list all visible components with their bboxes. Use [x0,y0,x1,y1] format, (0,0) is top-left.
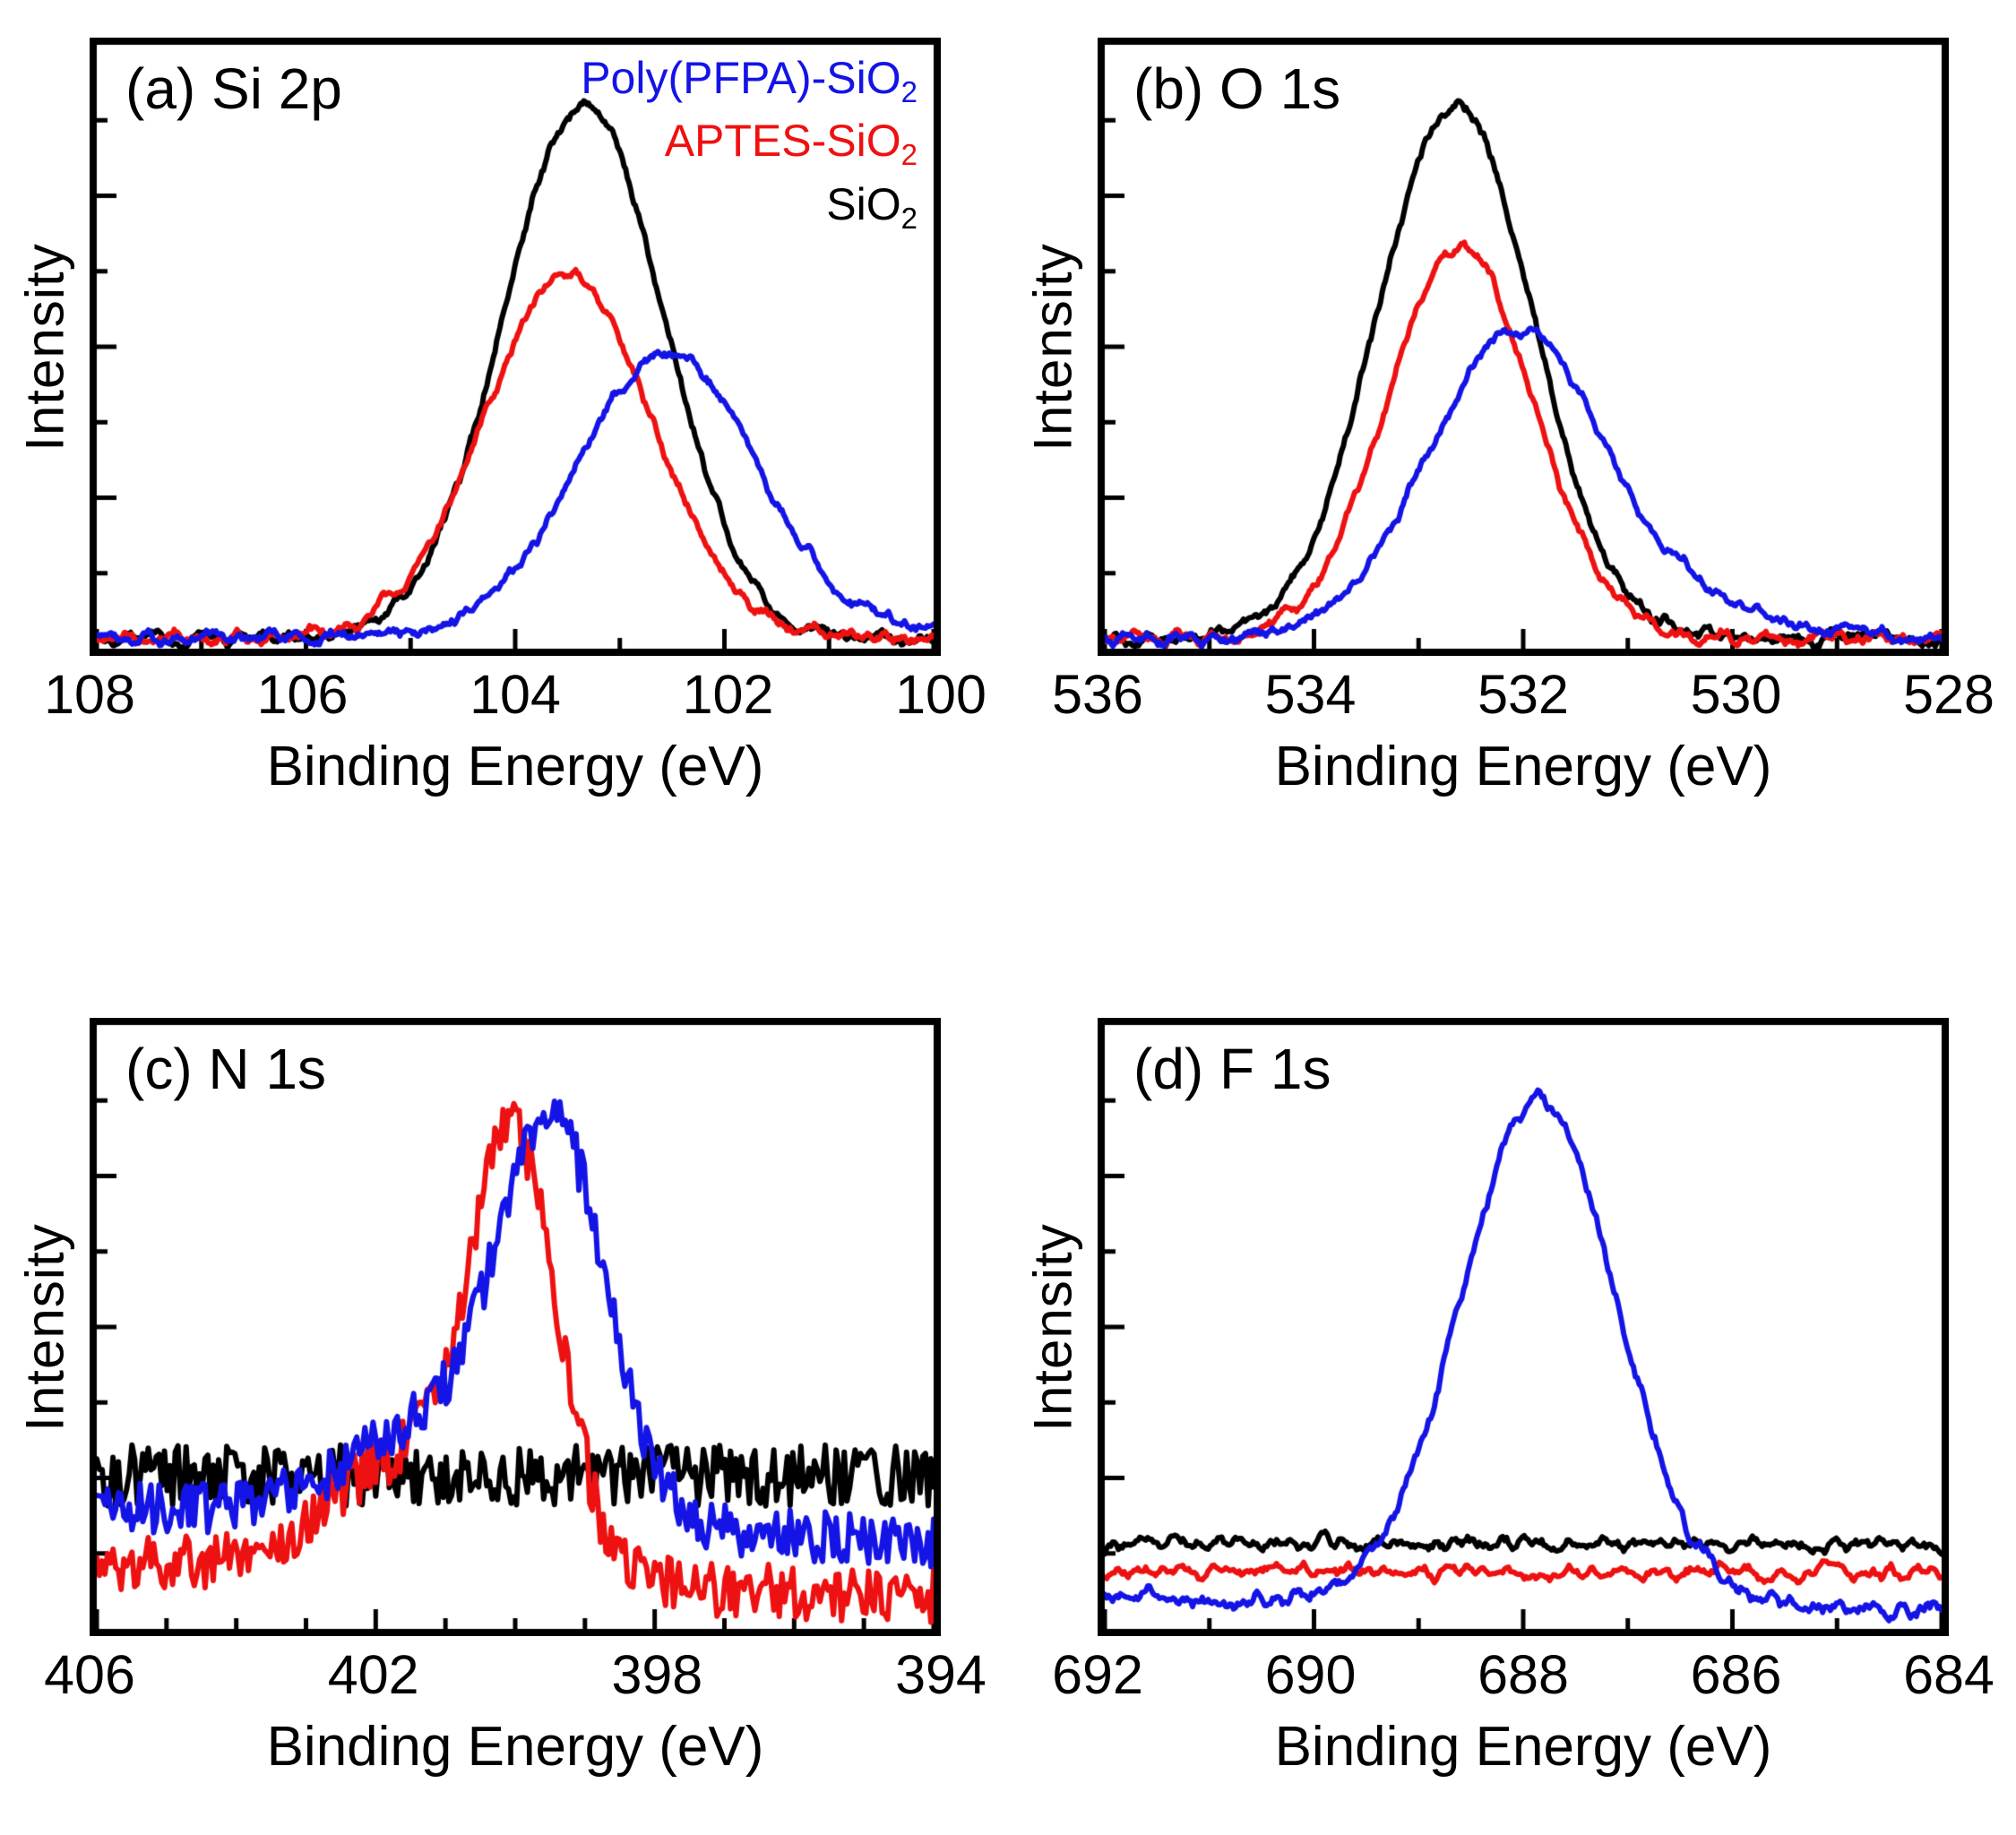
y-axis-label: Intensity [14,242,75,452]
y-axis-column: Intensity [1008,38,1098,656]
panel-f1s: Intensity (d) F 1s 692 690 688 686 684 Bindi… [1008,918,2016,1835]
x-tick-label: 398 [611,1644,703,1705]
x-tick-label: 104 [470,664,561,725]
plot-area-si2p: (a) Si 2p Poly(PFPA)-SiO2 APTES-SiO2 SiO2 [90,38,941,656]
x-tick-label: 686 [1690,1644,1782,1705]
legend-entry: Poly(PFPA)-SiO2 [581,53,918,108]
x-tick-label: 394 [895,1644,986,1705]
x-tick-label: 528 [1903,664,1994,725]
x-tick-label: 108 [44,664,135,725]
x-tick-labels-n1s: 406 402 398 394 [44,1643,986,1715]
plot-area-f1s: (d) F 1s [1098,1018,1949,1636]
x-tick-label: 106 [256,664,349,725]
x-tick-label: 406 [44,1644,135,1705]
x-tick-label: 100 [895,664,986,725]
y-axis-column: Intensity [1008,1018,1098,1636]
x-tick-label: 532 [1478,664,1569,725]
x-tick-label: 536 [1052,664,1143,725]
x-tick-label: 684 [1903,1644,1994,1705]
x-tick-label: 690 [1264,1644,1357,1705]
x-axis-label-f1s: Binding Energy (eV) [1274,1716,1772,1778]
panel-label-f1s: (d) F 1s [1133,1037,1331,1101]
x-tick-label: 402 [327,1644,419,1705]
x-axis-label-n1s: Binding Energy (eV) [266,1716,764,1778]
x-tick-labels-o1s: 536 534 532 530 528 [1052,663,1994,735]
y-axis-column: Intensity [0,38,90,656]
plot-area-n1s: (c) N 1s [90,1018,941,1636]
x-tick-label: 530 [1690,664,1782,725]
x-axis-label-si2p: Binding Energy (eV) [266,736,764,797]
legend: Poly(PFPA)-SiO2 APTES-SiO2 SiO2 [581,48,918,237]
x-tick-label: 102 [682,664,774,725]
panel-label-n1s: (c) N 1s [125,1037,326,1101]
y-axis-label: Intensity [14,1222,75,1432]
x-tick-labels-si2p: 108 106 104 102 100 [44,663,986,735]
y-axis-label: Intensity [1022,242,1083,452]
spectrum-canvas-n1s [90,1018,941,1636]
y-axis-label: Intensity [1022,1222,1083,1432]
x-tick-label: 688 [1478,1644,1569,1705]
panel-si2p: Intensity (a) Si 2p Poly(PFPA)-SiO2 APTES… [0,0,1008,918]
panel-o1s: Intensity (b) O 1s 536 534 532 530 528 Bindi… [1008,0,2016,918]
plot-area-o1s: (b) O 1s [1098,38,1949,656]
y-axis-column: Intensity [0,1018,90,1636]
legend-entry: APTES-SiO2 [664,116,918,172]
panel-label-si2p: (a) Si 2p [125,56,342,121]
x-tick-label: 692 [1052,1644,1143,1705]
x-axis-label-o1s: Binding Energy (eV) [1274,736,1772,797]
panel-n1s: Intensity (c) N 1s 406 402 398 394 Binding … [0,918,1008,1835]
spectrum-canvas-f1s [1098,1018,1949,1636]
panel-label-o1s: (b) O 1s [1133,56,1341,121]
spectrum-canvas-o1s [1098,38,1949,656]
x-tick-label: 534 [1264,664,1357,725]
legend-entry: SiO2 [826,178,918,235]
x-tick-labels-f1s: 692 690 688 686 684 [1052,1643,1994,1715]
spectrum-canvas-si2p [90,38,941,656]
